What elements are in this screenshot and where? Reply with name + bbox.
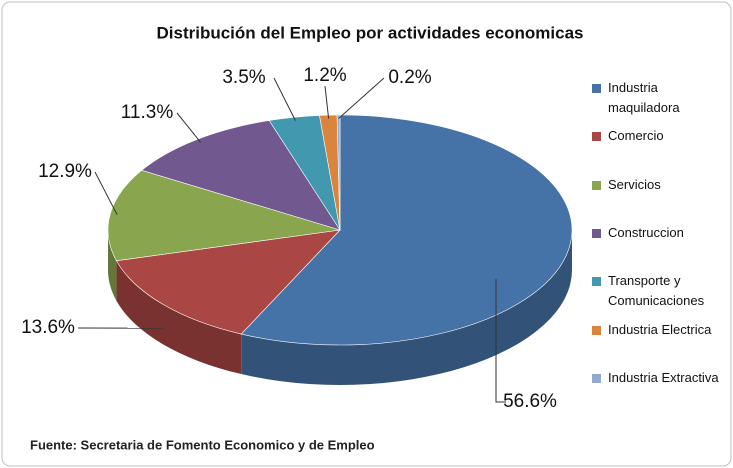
legend-label: Industria maquiladora <box>608 80 680 115</box>
pie-slice <box>141 120 341 231</box>
data-label: 12.9% <box>38 161 92 182</box>
legend-item: Construccion <box>592 223 720 243</box>
leader-line <box>94 171 118 215</box>
pie-slice <box>107 169 341 262</box>
legend-item: Industria maquiladora <box>592 78 720 118</box>
pie-slice <box>336 114 341 231</box>
legend-item: Servicios <box>592 175 720 195</box>
leader-line <box>495 279 506 403</box>
leader-line <box>324 85 330 119</box>
legend-swatch <box>592 84 601 93</box>
data-label: 3.5% <box>222 67 265 88</box>
legend-item: Industria Extractiva <box>592 368 720 388</box>
data-label: 1.2% <box>303 65 346 86</box>
legend-swatch <box>592 374 601 383</box>
leader-line <box>176 112 202 143</box>
leader-line <box>338 77 385 119</box>
legend-label: Industria Extractiva <box>608 370 719 385</box>
legend-label: Transporte y Comunicaciones <box>608 273 705 308</box>
legend-swatch <box>592 326 601 335</box>
legend-swatch <box>592 181 601 190</box>
legend-label: Industria Electrica <box>608 322 712 337</box>
legend-item: Comercio <box>592 126 720 146</box>
legend-item: Industria Electrica <box>592 320 720 340</box>
legend-label: Servicios <box>608 177 661 192</box>
leader-line <box>273 77 296 121</box>
source-note: Fuente: Secretaria de Fomento Economico … <box>30 437 375 452</box>
data-label: 0.2% <box>388 67 431 88</box>
data-label: 13.6% <box>21 317 75 338</box>
legend-swatch <box>592 229 601 238</box>
legend-swatch <box>592 132 601 141</box>
legend-label: Construccion <box>608 225 684 240</box>
legend-swatch <box>592 277 601 286</box>
data-label: 56.6% <box>503 391 557 412</box>
pie-slice <box>115 229 341 335</box>
data-label: 11.3% <box>121 102 174 123</box>
legend-item: Transporte y Comunicaciones <box>592 271 720 311</box>
pie-side <box>108 230 117 301</box>
chart-title: Distribución del Empleo por actividades … <box>156 23 583 42</box>
pie-side <box>116 260 242 375</box>
pie-slice <box>240 114 573 346</box>
legend-label: Comercio <box>608 128 664 143</box>
pie-side <box>241 230 572 385</box>
